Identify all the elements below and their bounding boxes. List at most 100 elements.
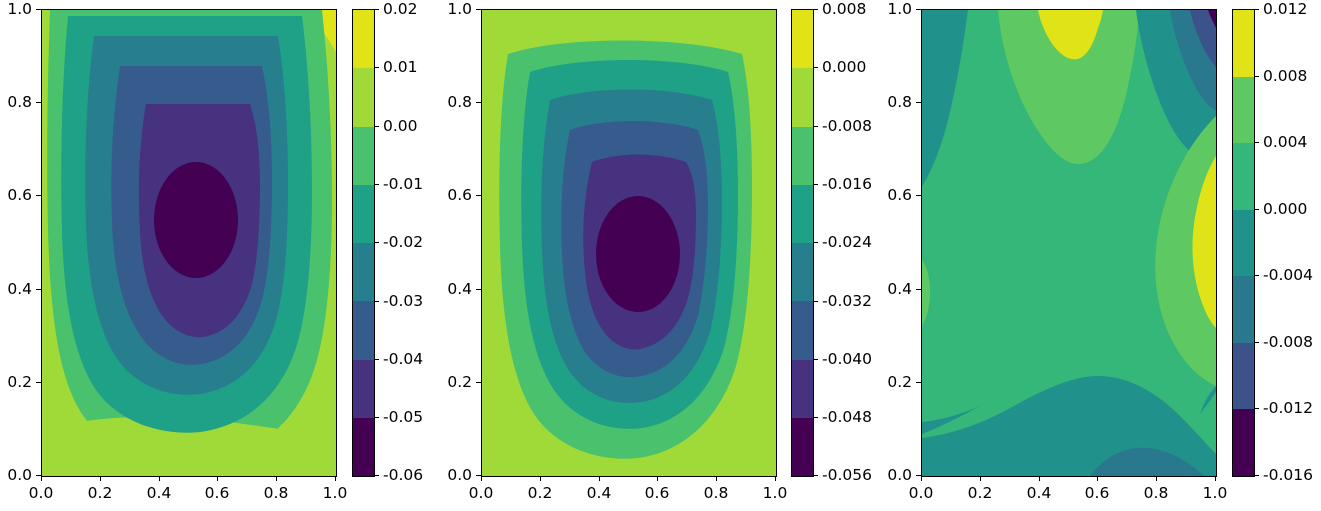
colorbar-1-tick-5 bbox=[374, 301, 379, 302]
colorbar-1-label-6: -0.04 bbox=[383, 350, 424, 368]
panel-3-xtick-4 bbox=[1156, 476, 1157, 481]
panel-1-axes bbox=[41, 9, 337, 477]
panel-2-ytick-5 bbox=[476, 9, 481, 10]
colorbar-3-band-5 bbox=[1233, 143, 1254, 210]
panel-2-ytick-label-2: 0.4 bbox=[447, 280, 472, 298]
colorbar-3-band-4 bbox=[1233, 209, 1254, 277]
colorbar-2-tick-4 bbox=[813, 242, 818, 243]
panel-2-colorbar bbox=[791, 9, 814, 477]
colorbar-1-band-2 bbox=[353, 301, 374, 360]
panel-1-ytick-label-0: 0.0 bbox=[7, 466, 32, 484]
colorbar-3-tick-0 bbox=[1254, 9, 1259, 10]
panel-3-ytick-5 bbox=[916, 9, 921, 10]
colorbar-2-band-6 bbox=[792, 68, 813, 127]
colorbar-1-band-0 bbox=[353, 417, 374, 476]
colorbar-2-label-1: 0.000 bbox=[822, 58, 867, 76]
panel-1: 0.0 0.2 0.4 0.6 0.8 1.0 0.0 0.2 0.4 0.6 … bbox=[0, 0, 440, 511]
colorbar-2-label-3: -0.016 bbox=[822, 175, 872, 193]
colorbar-1-tick-4 bbox=[374, 242, 379, 243]
colorbar-2-label-7: -0.048 bbox=[822, 408, 872, 426]
colorbar-2-band-2 bbox=[792, 301, 813, 360]
colorbar-3-band-2 bbox=[1233, 342, 1254, 410]
colorbar-2-label-0: 0.008 bbox=[822, 0, 867, 18]
colorbar-1-tick-3 bbox=[374, 184, 379, 185]
colorbar-2-tick-2 bbox=[813, 126, 818, 127]
panel-1-xtick-label-1: 0.2 bbox=[87, 484, 113, 502]
panel-3-contour-field bbox=[922, 10, 1216, 476]
panel-2-xtick-2 bbox=[599, 476, 600, 481]
panel-2-xtick-1 bbox=[540, 476, 541, 481]
panel-1-ytick-label-3: 0.6 bbox=[7, 186, 32, 204]
panel-3-ytick-label-5: 1.0 bbox=[887, 0, 912, 18]
panel-3-ytick-4 bbox=[916, 102, 921, 103]
panel-2-xtick-label-2: 0.4 bbox=[586, 484, 612, 502]
colorbar-2-band-5 bbox=[792, 126, 813, 185]
panel-2-xtick-label-0: 0.0 bbox=[468, 484, 494, 502]
colorbar-2-label-2: -0.008 bbox=[822, 117, 872, 135]
panel-2-xtick-4 bbox=[716, 476, 717, 481]
colorbar-3-tick-4 bbox=[1254, 275, 1259, 276]
panel-1-xtick-3 bbox=[217, 476, 218, 481]
panel-2-ytick-3 bbox=[476, 195, 481, 196]
panel-3-xtick-label-4: 0.8 bbox=[1143, 484, 1169, 502]
colorbar-1-label-7: -0.05 bbox=[383, 408, 424, 426]
colorbar-1-label-8: -0.06 bbox=[383, 466, 424, 484]
panel-3-xtick-2 bbox=[1039, 476, 1040, 481]
panel-3-xtick-label-5: 1.0 bbox=[1202, 484, 1228, 502]
colorbar-2-band-7 bbox=[792, 10, 813, 69]
colorbar-1-tick-0 bbox=[374, 9, 379, 10]
panel-2-ytick-2 bbox=[476, 289, 481, 290]
panel-3-ytick-label-3: 0.6 bbox=[887, 186, 912, 204]
colorbar-3-tick-1 bbox=[1254, 76, 1259, 77]
colorbar-3-band-7 bbox=[1233, 10, 1254, 77]
panel-2-ytick-label-5: 1.0 bbox=[447, 0, 472, 18]
colorbar-3-label-2: 0.004 bbox=[1263, 133, 1308, 151]
colorbar-2-tick-8 bbox=[813, 475, 818, 476]
panel-3-ytick-2 bbox=[916, 289, 921, 290]
colorbar-3-label-0: 0.012 bbox=[1263, 0, 1308, 18]
colorbar-2-tick-6 bbox=[813, 359, 818, 360]
colorbar-2-tick-3 bbox=[813, 184, 818, 185]
panel-3-ytick-label-0: 0.0 bbox=[887, 466, 912, 484]
colorbar-2-tick-1 bbox=[813, 67, 818, 68]
colorbar-3-band-6 bbox=[1233, 76, 1254, 144]
panel-3-xtick-label-2: 0.4 bbox=[1026, 484, 1052, 502]
panel-2-xtick-0 bbox=[481, 476, 482, 481]
panel-3-ytick-label-1: 0.2 bbox=[887, 373, 912, 391]
panel-2-xtick-label-5: 1.0 bbox=[762, 484, 788, 502]
panel-1-ytick-4 bbox=[36, 102, 41, 103]
colorbar-1-tick-6 bbox=[374, 359, 379, 360]
colorbar-3-band-3 bbox=[1233, 276, 1254, 343]
colorbar-2-tick-0 bbox=[813, 9, 818, 10]
colorbar-1-label-3: -0.01 bbox=[383, 175, 424, 193]
panel-1-xtick-label-2: 0.4 bbox=[146, 484, 172, 502]
panel-1-xtick-5 bbox=[335, 476, 336, 481]
panel-3-xtick-label-1: 0.2 bbox=[967, 484, 993, 502]
colorbar-2-band-4 bbox=[792, 184, 813, 243]
panel-3-axes bbox=[921, 9, 1217, 477]
colorbar-1-tick-7 bbox=[374, 417, 379, 418]
panel-2-axes bbox=[481, 9, 777, 477]
panel-3-xtick-3 bbox=[1097, 476, 1098, 481]
panel-3-colorbar bbox=[1232, 9, 1255, 477]
panel-2-xtick-label-3: 0.6 bbox=[644, 484, 670, 502]
colorbar-1-band-7 bbox=[353, 10, 374, 69]
colorbar-1-band-4 bbox=[353, 184, 374, 243]
colorbar-2-band-0 bbox=[792, 417, 813, 476]
panel-1-xtick-label-5: 1.0 bbox=[322, 484, 348, 502]
colorbar-1-label-1: 0.01 bbox=[383, 58, 418, 76]
panel-3-xtick-label-3: 0.6 bbox=[1084, 484, 1110, 502]
colorbar-1-label-0: 0.02 bbox=[383, 0, 418, 18]
panel-3-ytick-0 bbox=[916, 475, 921, 476]
colorbar-2-label-5: -0.032 bbox=[822, 292, 872, 310]
panel-2-ytick-label-3: 0.6 bbox=[447, 186, 472, 204]
panel-1-ytick-label-1: 0.2 bbox=[7, 373, 32, 391]
panel-2-contour-field bbox=[482, 10, 776, 476]
panel-2-xtick-5 bbox=[775, 476, 776, 481]
colorbar-1-band-1 bbox=[353, 359, 374, 418]
colorbar-3-label-1: 0.008 bbox=[1263, 67, 1308, 85]
colorbar-1-label-5: -0.03 bbox=[383, 292, 424, 310]
colorbar-1-label-2: 0.00 bbox=[383, 117, 418, 135]
panel-1-ytick-label-4: 0.8 bbox=[7, 93, 32, 111]
